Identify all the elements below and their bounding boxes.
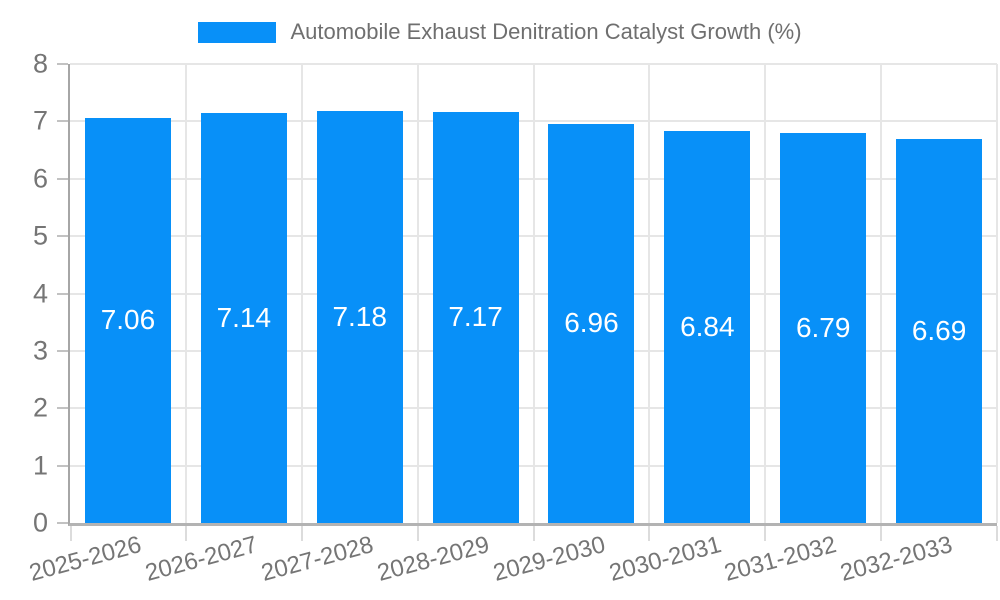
y-axis-tick-label: 0	[32, 507, 48, 538]
x-axis-category-label: 2025-2026	[26, 531, 145, 587]
y-axis-tick	[57, 177, 68, 180]
v-gridline	[764, 64, 767, 523]
x-axis-category-label: 2031-2032	[721, 531, 840, 587]
bar-value-label: 6.84	[680, 310, 735, 342]
bar-value-label: 7.17	[448, 301, 503, 333]
y-axis-tick-label: 3	[32, 335, 48, 366]
bar-value-label: 6.79	[795, 312, 851, 344]
x-axis-tick	[300, 526, 303, 541]
y-axis-tick	[57, 522, 68, 524]
x-axis-tick	[880, 526, 883, 541]
v-gridline	[880, 64, 883, 523]
y-axis-tick-label: 4	[32, 278, 48, 308]
legend[interactable]: Automobile Exhaust Denitration Catalyst …	[0, 14, 1000, 50]
x-axis-category-label: 2028-2029	[374, 531, 493, 587]
x-axis-tick	[532, 526, 535, 541]
bar[interactable]: 6.69	[896, 139, 983, 523]
bar[interactable]: 7.14	[200, 113, 287, 523]
bar-value-label: 7.06	[100, 304, 156, 336]
y-axis-tick-label: 5	[32, 220, 48, 251]
x-axis-category-label: 2030-2031	[605, 531, 724, 587]
v-gridline	[648, 64, 651, 523]
x-axis-tick	[416, 526, 419, 541]
v-gridline	[300, 64, 303, 523]
bar[interactable]: 7.18	[316, 111, 403, 523]
bar[interactable]: 7.17	[432, 111, 519, 523]
x-axis-tick	[764, 526, 767, 541]
y-axis-tick	[57, 63, 68, 65]
y-axis-tick-label: 1	[32, 450, 48, 481]
v-gridline	[532, 64, 535, 523]
y-axis-tick	[57, 292, 68, 295]
y-axis-tick-label: 6	[32, 163, 48, 194]
x-axis-tick	[648, 526, 651, 541]
x-axis-category-label: 2026-2027	[142, 531, 261, 587]
bar[interactable]: 6.84	[664, 130, 751, 523]
x-axis-tick	[70, 526, 72, 541]
v-gridline	[996, 64, 998, 523]
legend-swatch-icon	[198, 21, 277, 43]
bar-value-label: 7.18	[332, 301, 387, 333]
y-axis-tick-label: 8	[32, 48, 48, 79]
bar-value-label: 6.69	[911, 315, 967, 347]
v-gridline	[184, 64, 187, 523]
x-axis-category-label: 2029-2030	[490, 531, 608, 587]
bar-value-label: 6.96	[564, 307, 619, 339]
y-axis-tick-label: 7	[32, 105, 48, 136]
y-axis-tick	[57, 407, 68, 410]
x-axis-tick	[996, 526, 998, 541]
v-gridline	[416, 64, 419, 523]
bar[interactable]: 7.06	[84, 117, 171, 523]
y-axis-tick	[57, 464, 68, 467]
plot-area: 0 1 2 3 4 5 6 7 8 7.06 2025-2026 7.14 2026-2027 7.18 2…	[27, 50, 998, 587]
bar-value-label: 7.14	[216, 302, 272, 334]
y-axis-tick-label: 2	[32, 392, 48, 423]
y-axis-tick	[57, 120, 68, 123]
y-axis-tick	[57, 349, 68, 352]
y-axis-tick	[57, 235, 68, 238]
x-axis-tick	[184, 526, 187, 541]
x-axis-category-label: 2032-2033	[837, 531, 956, 587]
x-axis-category-label: 2027-2028	[258, 531, 377, 587]
legend-label: Automobile Exhaust Denitration Catalyst …	[290, 19, 802, 44]
bar[interactable]: 6.79	[780, 133, 867, 523]
bar[interactable]: 6.96	[548, 123, 635, 523]
